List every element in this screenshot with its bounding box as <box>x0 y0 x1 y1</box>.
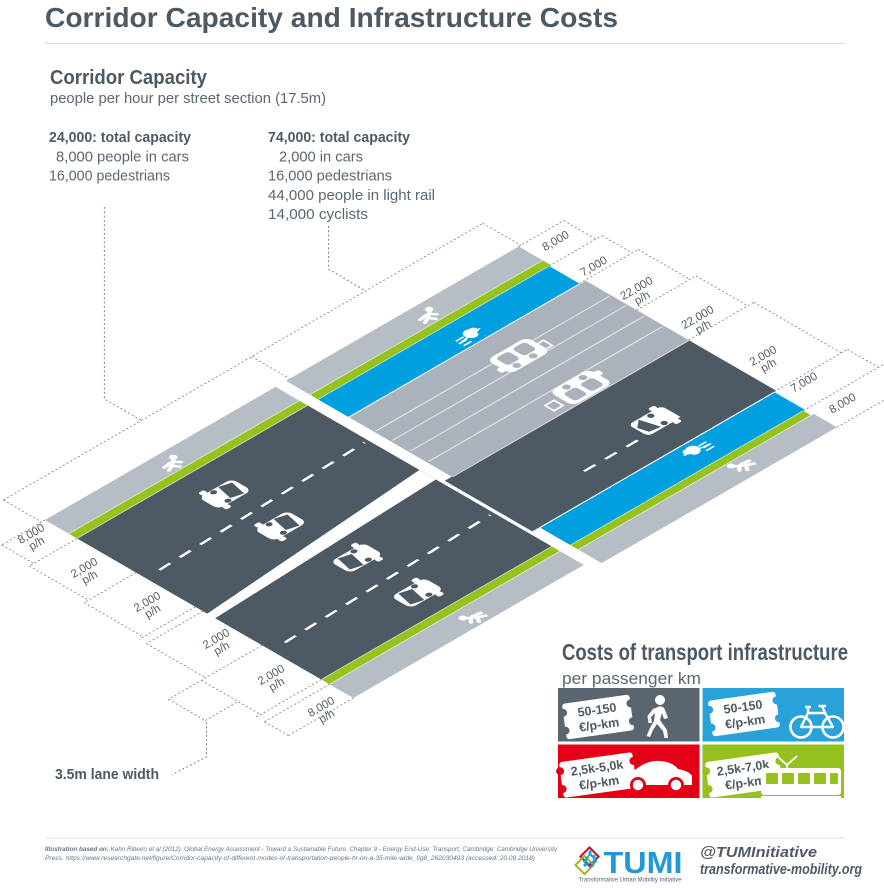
svg-text:3.5m lane width: 3.5m lane width <box>55 766 159 783</box>
svg-text:per passenger km: per passenger km <box>562 670 701 688</box>
svg-text:14,000 cyclists: 14,000 cyclists <box>268 206 368 223</box>
svg-text:Corridor Capacity: Corridor Capacity <box>50 67 208 89</box>
svg-text:16,000 pedestrians: 16,000 pedestrians <box>268 168 392 185</box>
svg-text:€/p-km: €/p-km <box>578 715 620 734</box>
svg-text:Corridor Capacity and Infrastr: Corridor Capacity and Infrastructure Cos… <box>45 2 618 33</box>
svg-text:Press. https://www.researchgat: Press. https://www.researchgate.net/figu… <box>45 855 535 862</box>
svg-text:50-150: 50-150 <box>577 700 618 719</box>
svg-text:€/p-km: €/p-km <box>724 712 766 731</box>
svg-text:Transformative Urban Mobility: Transformative Urban Mobility Initiative <box>579 877 683 884</box>
svg-text:Costs of transport infrastruct: Costs of transport infrastructure <box>562 639 848 665</box>
svg-text:44,000 people in light rail: 44,000 people in light rail <box>268 187 435 204</box>
svg-text:€/p-km: €/p-km <box>724 773 766 792</box>
svg-text:2,000 in cars: 2,000 in cars <box>279 149 363 166</box>
svg-text:16,000 pedestrians: 16,000 pedestrians <box>49 168 170 185</box>
svg-text:24,000: total capacity: 24,000: total capacity <box>49 129 192 146</box>
svg-text:50-150: 50-150 <box>723 697 764 716</box>
svg-text:8,000 people in cars: 8,000 people in cars <box>56 149 189 166</box>
svg-text:TUMI: TUMI <box>604 845 683 880</box>
svg-text:@TUMInitiative: @TUMInitiative <box>700 845 817 861</box>
svg-text:Illustration based on: Kahn Ri: Illustration based on: Kahn Ribeiro et a… <box>45 846 558 853</box>
svg-text:people per hour per street sec: people per hour per street section (17.5… <box>50 90 326 107</box>
svg-text:transformative-mobility.org: transformative-mobility.org <box>700 862 862 878</box>
svg-text:74,000: total capacity: 74,000: total capacity <box>268 129 411 146</box>
svg-text:€/p-km: €/p-km <box>578 773 620 792</box>
